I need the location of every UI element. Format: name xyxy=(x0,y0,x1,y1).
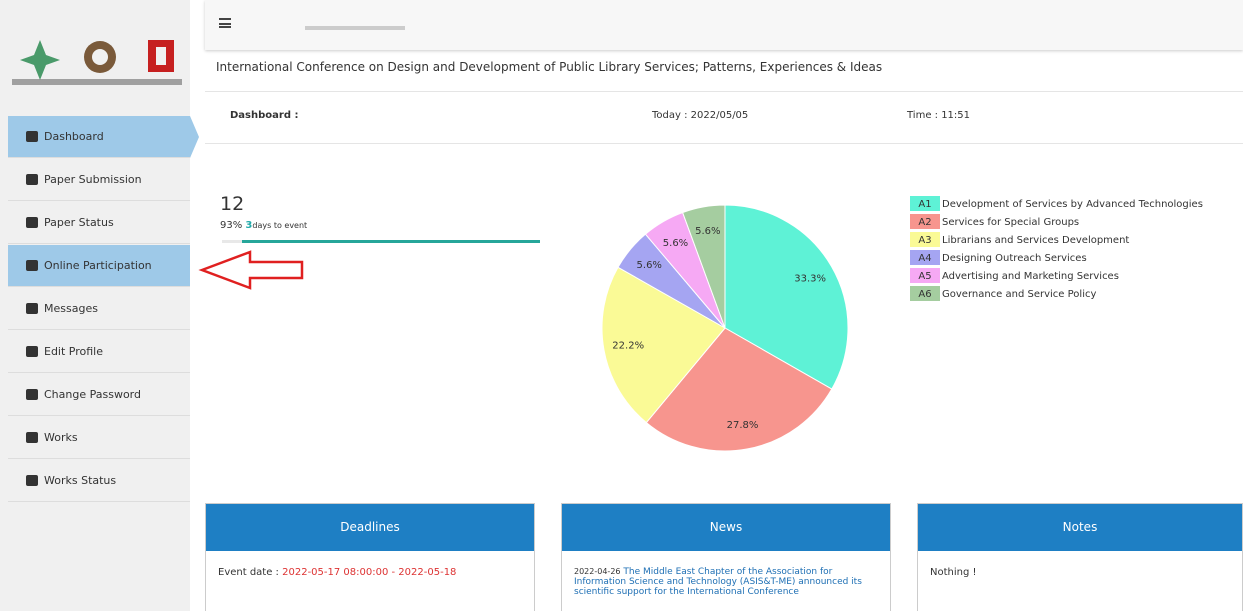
progress-fill xyxy=(242,240,540,243)
menu-icon xyxy=(26,174,38,185)
news-panel: News 2022-04-26 The Middle East Chapter … xyxy=(561,503,891,611)
menu-label: Paper Status xyxy=(44,216,114,229)
menu-label: Change Password xyxy=(44,388,141,401)
menu-item[interactable]: Paper Status xyxy=(8,202,190,244)
slice-label: 33.3% xyxy=(794,274,826,285)
menu-icon xyxy=(26,475,38,486)
page: {"header": {"title": "International Conf… xyxy=(0,0,1243,611)
menu-icon xyxy=(26,346,38,357)
legend-code: A5 xyxy=(918,271,931,282)
legend-code: A6 xyxy=(918,289,931,300)
legend-label: Development of Services by Advanced Tech… xyxy=(942,199,1203,210)
legend-label: Designing Outreach Services xyxy=(942,253,1087,264)
countdown-text: 93% 3days to event xyxy=(220,220,307,231)
slice-label: 27.8% xyxy=(727,420,759,431)
divider xyxy=(205,143,1243,144)
slice-label: 5.6% xyxy=(695,226,720,237)
legend-label: Governance and Service Policy xyxy=(942,289,1096,300)
dashboard-label: Dashboard : xyxy=(230,110,298,121)
deadlines-panel: Deadlines Event date : 2022-05-17 08:00:… xyxy=(205,503,535,611)
legend-label: Advertising and Marketing Services xyxy=(942,271,1119,282)
menu-item[interactable]: Dashboard xyxy=(8,116,190,158)
red-arrow xyxy=(198,250,308,290)
legend-code: A2 xyxy=(918,217,931,228)
page-body: Dashboard Paper Submission Paper Status Onl… xyxy=(0,0,1243,611)
menu-icon xyxy=(26,131,38,142)
menu-item[interactable]: Edit Profile xyxy=(8,331,190,373)
event-date: 2022-05-17 08:00:00 - 2022-05-18 xyxy=(282,567,456,578)
menu-label: Messages xyxy=(44,302,98,315)
menu-icon xyxy=(26,260,38,271)
menu-toggle-bar xyxy=(219,23,231,25)
conference-title: International Conference on Design and D… xyxy=(216,60,882,74)
active-pointer xyxy=(190,116,199,158)
panel-header: Notes xyxy=(918,504,1242,551)
countdown-percent: 93% xyxy=(220,220,242,231)
event-date-label: Event date : xyxy=(218,567,279,578)
countdown-label: days to event xyxy=(252,221,307,230)
menu-icon xyxy=(26,389,38,400)
menu-label: Edit Profile xyxy=(44,345,103,358)
slice-label: 5.6% xyxy=(663,238,688,249)
menu-item[interactable]: Paper Submission xyxy=(8,159,190,201)
slice-label: 22.2% xyxy=(612,341,644,352)
user-name-blurred[interactable] xyxy=(305,26,405,30)
menu-label: Online Participation xyxy=(44,259,152,272)
menu-label: Paper Submission xyxy=(44,173,142,186)
notes-panel: Notes Nothing ! xyxy=(917,503,1243,611)
divider xyxy=(205,91,1243,92)
time: Time : 11:51 xyxy=(907,110,970,121)
top-bar xyxy=(205,0,1243,50)
menu-item[interactable]: Change Password xyxy=(8,374,190,416)
progress-track xyxy=(222,240,540,243)
legend-code: A4 xyxy=(918,253,931,264)
menu-item[interactable]: Works Status xyxy=(8,460,190,502)
menu-icon xyxy=(26,303,38,314)
legend-code: A3 xyxy=(918,235,931,246)
today: Today : 2022/05/05 xyxy=(652,110,748,121)
menu-item[interactable]: Online Participation xyxy=(8,245,190,287)
menu-icon xyxy=(26,217,38,228)
slice-label: 5.6% xyxy=(637,260,662,271)
legend-code: A1 xyxy=(918,199,931,210)
countdown-number: 12 xyxy=(220,193,244,215)
legend-label: Services for Special Groups xyxy=(942,217,1079,228)
menu-label: Dashboard xyxy=(44,130,104,143)
logo xyxy=(10,35,190,95)
menu-label: Works Status xyxy=(44,474,116,487)
menu-item[interactable]: Messages xyxy=(8,288,190,330)
notes-text: Nothing ! xyxy=(918,551,1242,594)
news-date: 2022-04-26 xyxy=(574,567,621,576)
menu-icon xyxy=(26,432,38,443)
legend-label: Librarians and Services Development xyxy=(942,235,1129,246)
panel-header: Deadlines xyxy=(206,504,534,551)
menu-item[interactable]: Works xyxy=(8,417,190,459)
menu-label: Works xyxy=(44,431,78,444)
panel-header: News xyxy=(562,504,890,551)
sidebar: Dashboard Paper Submission Paper Status Onl… xyxy=(0,0,190,611)
